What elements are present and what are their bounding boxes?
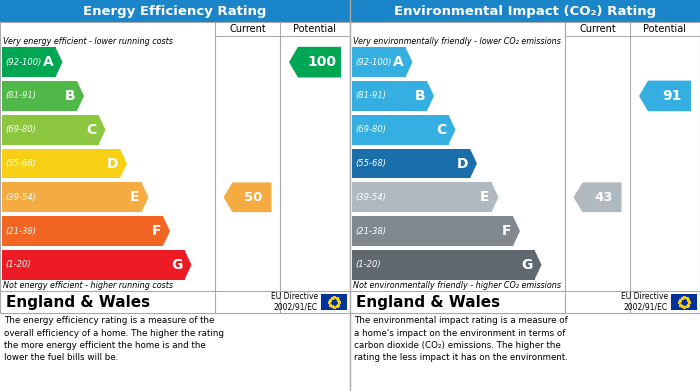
Polygon shape [120, 149, 127, 178]
Text: EU Directive
2002/91/EC: EU Directive 2002/91/EC [271, 292, 318, 312]
Polygon shape [55, 47, 62, 77]
Bar [352, 47, 405, 77]
Polygon shape [449, 115, 456, 145]
Polygon shape [535, 250, 542, 280]
Bar [2, 216, 163, 246]
Bar [2, 115, 99, 145]
Text: Current: Current [579, 24, 616, 34]
Text: 50: 50 [244, 191, 262, 204]
Text: F: F [151, 224, 161, 238]
Text: Not energy efficient - higher running costs: Not energy efficient - higher running co… [3, 281, 173, 290]
Polygon shape [427, 81, 434, 111]
Bar [321, 294, 347, 310]
Bar [2, 81, 77, 111]
Bar [352, 183, 491, 212]
Polygon shape [289, 47, 341, 77]
Text: (21-38): (21-38) [5, 226, 36, 235]
Text: The environmental impact rating is a measure of
a home's impact on the environme: The environmental impact rating is a mea… [354, 316, 568, 362]
Bar [2, 149, 120, 178]
Text: (55-68): (55-68) [355, 159, 386, 168]
Polygon shape [491, 183, 498, 212]
Polygon shape [223, 183, 272, 212]
Text: G: G [521, 258, 533, 272]
Bar [350, 291, 700, 313]
Text: England & Wales: England & Wales [6, 294, 150, 310]
Bar [352, 250, 535, 280]
Polygon shape [99, 115, 106, 145]
Text: B: B [414, 89, 425, 103]
Bar [2, 183, 141, 212]
Polygon shape [77, 81, 84, 111]
Text: Energy Efficiency Rating: Energy Efficiency Rating [83, 5, 267, 18]
Polygon shape [405, 47, 412, 77]
Text: Potential: Potential [293, 24, 337, 34]
Text: (55-68): (55-68) [5, 159, 36, 168]
Text: Very energy efficient - lower running costs: Very energy efficient - lower running co… [3, 37, 173, 46]
Text: C: C [86, 123, 97, 137]
Polygon shape [513, 216, 520, 246]
Bar [2, 250, 185, 280]
Text: (81-91): (81-91) [5, 91, 36, 100]
Text: (21-38): (21-38) [355, 226, 386, 235]
Text: 43: 43 [594, 191, 612, 204]
Text: EU Directive
2002/91/EC: EU Directive 2002/91/EC [621, 292, 668, 312]
Text: (39-54): (39-54) [5, 193, 36, 202]
Text: D: D [106, 156, 118, 170]
Text: England & Wales: England & Wales [356, 294, 500, 310]
Bar [0, 22, 350, 313]
Text: E: E [130, 190, 139, 204]
Text: Very environmentally friendly - lower CO₂ emissions: Very environmentally friendly - lower CO… [353, 37, 561, 46]
Bar [350, 0, 700, 22]
Polygon shape [573, 183, 622, 212]
Text: (92-100): (92-100) [5, 57, 41, 66]
Text: G: G [171, 258, 183, 272]
Text: The energy efficiency rating is a measure of the
overall efficiency of a home. T: The energy efficiency rating is a measur… [4, 316, 224, 362]
Bar [671, 294, 697, 310]
Text: (69-80): (69-80) [5, 125, 36, 134]
Text: (81-91): (81-91) [355, 91, 386, 100]
Text: (69-80): (69-80) [355, 125, 386, 134]
Text: Potential: Potential [643, 24, 687, 34]
Text: 91: 91 [662, 89, 681, 103]
Text: Current: Current [229, 24, 266, 34]
Bar [0, 291, 350, 313]
Text: C: C [436, 123, 447, 137]
Text: (39-54): (39-54) [355, 193, 386, 202]
Text: D: D [456, 156, 468, 170]
Text: Not environmentally friendly - higher CO₂ emissions: Not environmentally friendly - higher CO… [353, 281, 561, 290]
Polygon shape [639, 81, 691, 111]
Text: 100: 100 [307, 55, 336, 69]
Bar [352, 149, 470, 178]
Text: Environmental Impact (CO₂) Rating: Environmental Impact (CO₂) Rating [394, 5, 656, 18]
Text: E: E [480, 190, 489, 204]
Text: A: A [393, 55, 403, 69]
Bar [2, 47, 55, 77]
Text: (1-20): (1-20) [5, 260, 31, 269]
Polygon shape [163, 216, 170, 246]
Bar [0, 0, 350, 22]
Text: (92-100): (92-100) [355, 57, 391, 66]
Polygon shape [470, 149, 477, 178]
Bar [350, 22, 700, 313]
Polygon shape [141, 183, 148, 212]
Text: B: B [64, 89, 75, 103]
Text: F: F [501, 224, 511, 238]
Bar [352, 115, 449, 145]
Bar [352, 216, 513, 246]
Text: (1-20): (1-20) [355, 260, 381, 269]
Bar [352, 81, 427, 111]
Polygon shape [185, 250, 192, 280]
Text: A: A [43, 55, 53, 69]
